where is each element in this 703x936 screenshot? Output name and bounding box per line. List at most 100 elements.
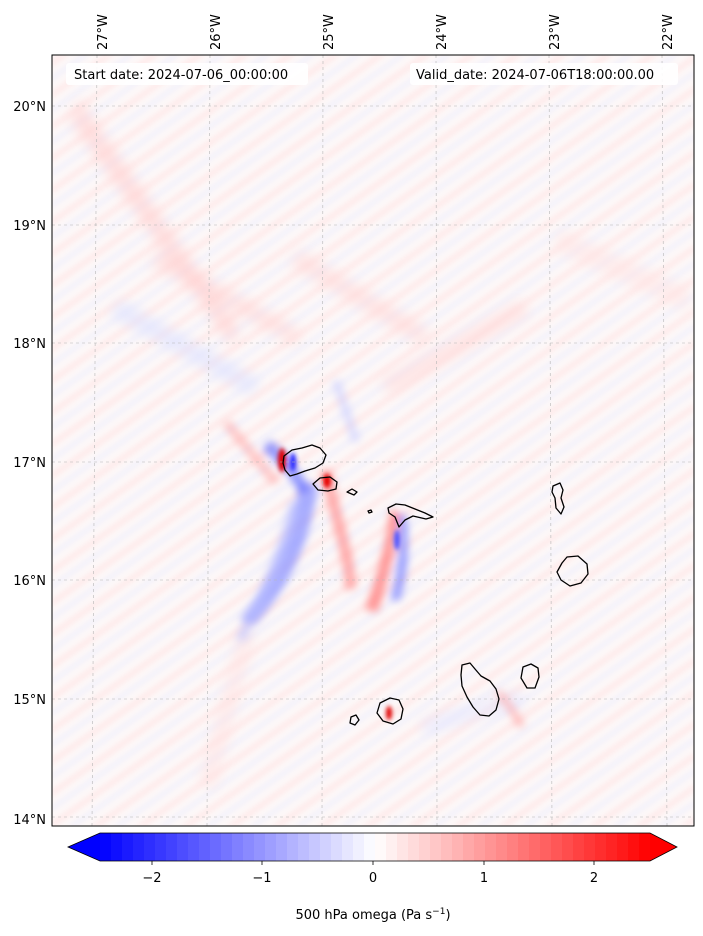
colorbar-block: [518, 833, 530, 861]
cb-tick-label-1: 1: [480, 871, 488, 886]
omega-field-background: [70, 100, 690, 790]
colorbar-block: [617, 833, 629, 861]
colorbar-block: [210, 833, 222, 861]
colorbar-outline: [67, 832, 678, 862]
colorbar-block: [199, 833, 211, 861]
island-brava: [349, 714, 360, 726]
colorbar-block: [606, 833, 618, 861]
colorbar-block: [353, 833, 365, 861]
colorbar-title-sup: −1: [432, 907, 445, 917]
colorbar-block: [573, 833, 585, 861]
colorbar-block: [397, 833, 409, 861]
lat-tick-14n: 14°N: [13, 813, 46, 828]
lon-tick-23w: 23°W: [548, 14, 563, 50]
lon-tick-25w: 25°W: [322, 14, 337, 50]
colorbar-block: [166, 833, 178, 861]
colorbar-block: [452, 833, 464, 861]
island-maio: [520, 663, 540, 689]
colorbar-block: [232, 833, 244, 861]
map-frame: [51, 54, 695, 827]
colorbar-block: [628, 833, 640, 861]
colorbar-block: [595, 833, 607, 861]
island-sao-nicolau: [387, 503, 434, 528]
colorbar-title: 500 hPa omega (Pa s−1): [295, 907, 450, 923]
cb-tick-label-0: 0: [369, 871, 377, 886]
map-plot-area: Start date: 2024-07-06_00:00:00 Valid_da…: [52, 55, 694, 826]
lat-tick-16n: 16°N: [13, 574, 46, 589]
colorbar-block: [320, 833, 332, 861]
colorbar-block: [441, 833, 453, 861]
valid-date-label: Valid_date: 2024-07-06T18:00:00.00: [416, 68, 654, 83]
colorbar-extend-max: [650, 833, 677, 861]
island-sal: [551, 482, 565, 515]
coastlines: [282, 444, 589, 726]
meridian-27w: [91, 55, 98, 826]
omega-field-features: [222, 380, 525, 728]
colorbar-block: [177, 833, 189, 861]
colorbar-block: [331, 833, 343, 861]
start-date-label: Start date: 2024-07-06_00:00:00: [74, 68, 288, 83]
meridian-22w: [661, 55, 668, 826]
colorbar-block: [584, 833, 596, 861]
colorbar-block: [364, 833, 376, 861]
cb-tick-label-neg2: −2: [142, 871, 161, 886]
colorbar-extend-min: [68, 833, 100, 861]
colorbar-block: [540, 833, 552, 861]
lon-tick-labels: 27°W 26°W 25°W 24°W 23°W 22°W: [96, 14, 676, 50]
colorbar-block: [419, 833, 431, 861]
colorbar-block: [463, 833, 475, 861]
colorbar-block: [485, 833, 497, 861]
colorbar-block: [507, 833, 519, 861]
colorbar-block: [562, 833, 574, 861]
island-santiago: [460, 662, 500, 717]
island-santa-luzia: [346, 488, 358, 496]
colorbar: −2 −1 0 1 2 500 hPa omega (Pa s−1): [67, 832, 678, 923]
cb-tick-label-neg1: −1: [252, 871, 271, 886]
lat-tick-15n: 15°N: [13, 693, 46, 708]
lon-tick-27w: 27°W: [96, 14, 111, 50]
colorbar-block: [386, 833, 398, 861]
colorbar-block: [496, 833, 508, 861]
island-fogo: [376, 697, 404, 725]
colorbar-block: [221, 833, 233, 861]
colorbar-block: [639, 833, 651, 861]
colorbar-block: [551, 833, 563, 861]
colorbar-block: [430, 833, 442, 861]
colorbar-block: [254, 833, 266, 861]
colorbar-block: [375, 833, 387, 861]
island-sao-vicente: [312, 476, 338, 492]
colorbar-block: [122, 833, 134, 861]
meridian-24w: [435, 55, 438, 826]
island-boa-vista: [556, 555, 589, 587]
colorbar-title-end: ): [445, 908, 450, 923]
lat-tick-17n: 17°N: [13, 456, 46, 471]
colorbar-title-main: 500 hPa omega (Pa s: [295, 908, 432, 923]
colorbar-block: [276, 833, 288, 861]
colorbar-tick-labels: −2 −1 0 1 2: [142, 871, 598, 886]
colorbar-block: [188, 833, 200, 861]
colorbar-block: [298, 833, 310, 861]
colorbar-block: [243, 833, 255, 861]
meridian-23w: [548, 55, 553, 826]
meridian-26w: [206, 55, 211, 826]
colorbar-block: [342, 833, 354, 861]
lat-tick-20n: 20°N: [13, 100, 46, 115]
colorbar-block: [144, 833, 156, 861]
graticule: [52, 55, 694, 826]
colorbar-block: [100, 833, 112, 861]
colorbar-block: [265, 833, 277, 861]
valid-date-box: Valid_date: 2024-07-06T18:00:00.00: [410, 63, 678, 85]
lat-tick-labels: 20°N 19°N 18°N 17°N 16°N 15°N 14°N: [13, 100, 46, 828]
island-sao-nicolau-west: [367, 509, 373, 514]
colorbar-block: [111, 833, 123, 861]
colorbar-block: [133, 833, 145, 861]
lon-tick-24w: 24°W: [435, 14, 450, 50]
lat-tick-19n: 19°N: [13, 219, 46, 234]
start-date-box: Start date: 2024-07-06_00:00:00: [66, 63, 308, 85]
colorbar-block: [155, 833, 167, 861]
lon-tick-26w: 26°W: [209, 14, 224, 50]
lon-tick-22w: 22°W: [661, 14, 676, 50]
colorbar-block: [529, 833, 541, 861]
colorbar-block: [287, 833, 299, 861]
